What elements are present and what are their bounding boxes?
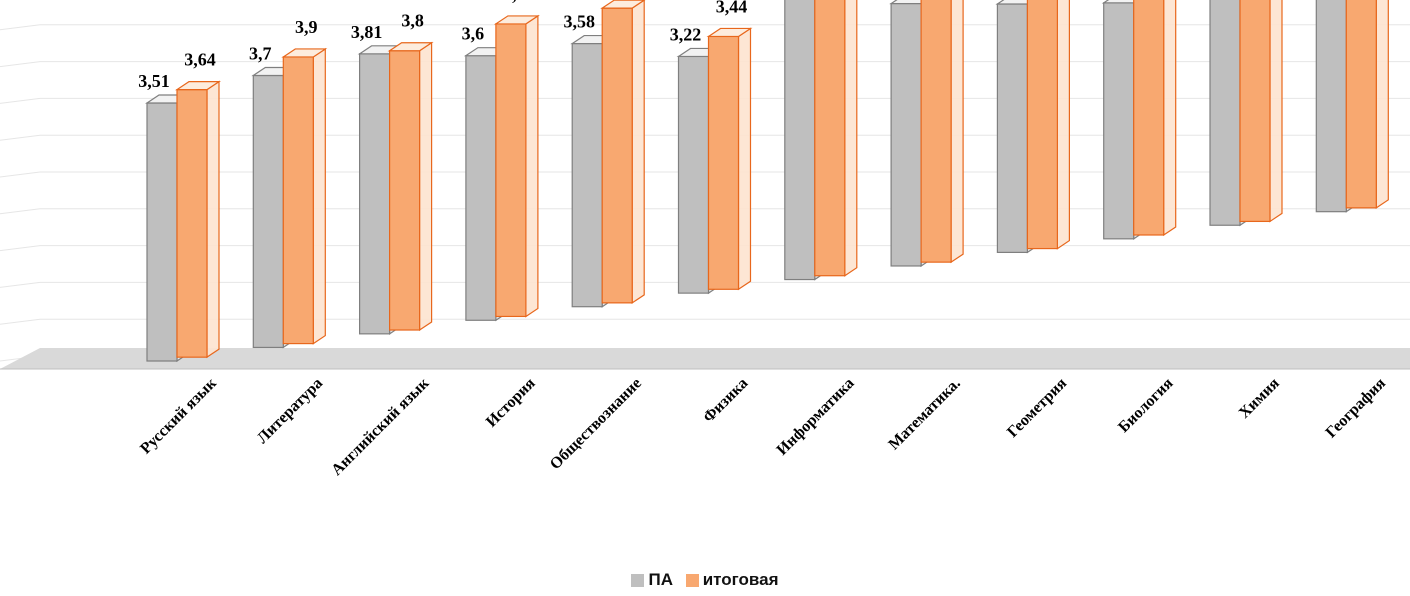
bar-chart-3d: 3,513,643,73,93,813,83,63,983,584,013,22… bbox=[0, 0, 1410, 479]
bar-side bbox=[1163, 0, 1177, 237]
bar-face bbox=[359, 53, 391, 335]
bar-face bbox=[1315, 0, 1347, 213]
bar-side bbox=[1269, 0, 1283, 223]
bar-1-11 bbox=[1345, 0, 1389, 209]
bar-side bbox=[206, 80, 220, 359]
value-label-0-5: 3,22 bbox=[670, 24, 702, 44]
gridline bbox=[0, 281, 1410, 288]
bar-side bbox=[419, 41, 433, 332]
category-label-3: История bbox=[483, 375, 539, 431]
bar-side bbox=[312, 47, 326, 345]
category-label-8: Геометрия bbox=[1004, 375, 1070, 441]
category-label-6: Информатика bbox=[774, 375, 858, 459]
category-label-2: Английский язык bbox=[328, 374, 433, 479]
value-label-1-0: 3,64 bbox=[184, 50, 216, 70]
bar-side bbox=[1056, 0, 1071, 250]
legend-item-itogovaya: итоговая bbox=[685, 570, 779, 590]
bar-face bbox=[890, 2, 922, 267]
bar-face bbox=[252, 74, 284, 349]
bar-top bbox=[706, 27, 753, 38]
bars bbox=[145, 0, 1389, 363]
bar-top bbox=[600, 0, 646, 9]
bar-1-7 bbox=[920, 0, 964, 264]
bar-face bbox=[1133, 0, 1165, 236]
bar-1-10 bbox=[1239, 0, 1283, 223]
bar-1-8 bbox=[1026, 0, 1071, 250]
bar-top bbox=[387, 42, 434, 52]
legend-swatch-itogovaya bbox=[685, 573, 699, 587]
bar-side bbox=[1375, 0, 1389, 209]
bar-face bbox=[784, 0, 816, 281]
category-label-9: Биология bbox=[1115, 375, 1177, 437]
category-label-10: Химия bbox=[1236, 375, 1283, 422]
category-label-5: Физика bbox=[700, 375, 751, 426]
category-label-0: Русский язык bbox=[137, 374, 220, 457]
bar-face bbox=[601, 7, 633, 304]
legend-label-itogovaya: итоговая bbox=[702, 570, 779, 589]
gridline bbox=[0, 318, 1410, 325]
legend-label-pa: ПА bbox=[648, 570, 673, 589]
bar-face bbox=[282, 56, 314, 345]
bar-top bbox=[281, 48, 328, 58]
bar-face bbox=[1026, 0, 1059, 250]
bar-1-1 bbox=[281, 47, 328, 345]
bar-1-2 bbox=[387, 41, 434, 332]
bar-face bbox=[389, 50, 421, 331]
legend-swatch-pa bbox=[631, 573, 645, 587]
category-label-4: Обществознание bbox=[547, 375, 645, 473]
value-label-0-1: 3,7 bbox=[249, 43, 272, 63]
category-label-7: Математика. bbox=[885, 375, 964, 454]
bar-face bbox=[996, 3, 1029, 254]
category-label-11: География bbox=[1323, 375, 1390, 442]
value-label-0-0: 3,51 bbox=[138, 71, 170, 91]
bar-side bbox=[844, 0, 858, 277]
value-label-1-1: 3,9 bbox=[295, 17, 318, 37]
bar-face bbox=[571, 42, 603, 308]
bar-face bbox=[1209, 0, 1241, 226]
bar-face bbox=[495, 23, 527, 318]
legend: ПА итоговая bbox=[0, 570, 1410, 592]
bar-face bbox=[146, 102, 178, 362]
value-labels: 3,513,643,73,93,813,83,63,983,584,013,22… bbox=[138, 0, 748, 91]
bar-top bbox=[889, 0, 928, 5]
value-label-0-4: 3,58 bbox=[563, 12, 595, 32]
value-label-1-3: 3,98 bbox=[503, 0, 535, 4]
bar-face bbox=[176, 89, 208, 358]
bar-face bbox=[920, 0, 952, 263]
category-label-1: Литература bbox=[254, 375, 326, 447]
bar-1-9 bbox=[1133, 0, 1177, 237]
bar-face bbox=[1103, 2, 1135, 240]
bar-face bbox=[677, 55, 710, 294]
bar-top bbox=[995, 0, 1035, 5]
bar-top bbox=[175, 81, 221, 91]
bar-1-5 bbox=[706, 27, 753, 291]
bar-1-3 bbox=[493, 14, 540, 318]
bar-1-4 bbox=[600, 0, 646, 304]
bar-face bbox=[1239, 0, 1271, 223]
gridline bbox=[0, 24, 1410, 31]
category-labels: Русский язык Литература Английский язык Ист… bbox=[137, 374, 1389, 479]
bar-1-6 bbox=[814, 0, 858, 277]
bar-face bbox=[465, 55, 497, 321]
bar-top bbox=[1101, 0, 1140, 4]
legend-item-pa: ПА bbox=[631, 570, 673, 590]
bar-face bbox=[814, 0, 846, 277]
bar-side bbox=[631, 0, 645, 304]
bar-face bbox=[707, 35, 740, 290]
bar-side bbox=[737, 27, 752, 291]
bar-face bbox=[1345, 0, 1377, 209]
value-label-1-2: 3,8 bbox=[401, 11, 424, 31]
value-label-0-2: 3,81 bbox=[351, 22, 383, 42]
bar-side bbox=[525, 14, 539, 318]
value-label-0-3: 3,6 bbox=[462, 24, 485, 44]
bar-side bbox=[950, 0, 964, 264]
value-label-1-5: 3,44 bbox=[716, 0, 748, 16]
bar-1-0 bbox=[175, 80, 221, 359]
bar-top bbox=[493, 15, 540, 25]
floor bbox=[0, 348, 1410, 369]
